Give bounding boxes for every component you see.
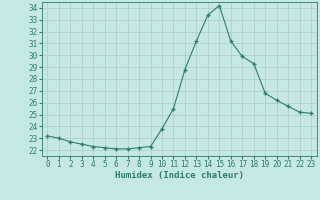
X-axis label: Humidex (Indice chaleur): Humidex (Indice chaleur) [115,171,244,180]
